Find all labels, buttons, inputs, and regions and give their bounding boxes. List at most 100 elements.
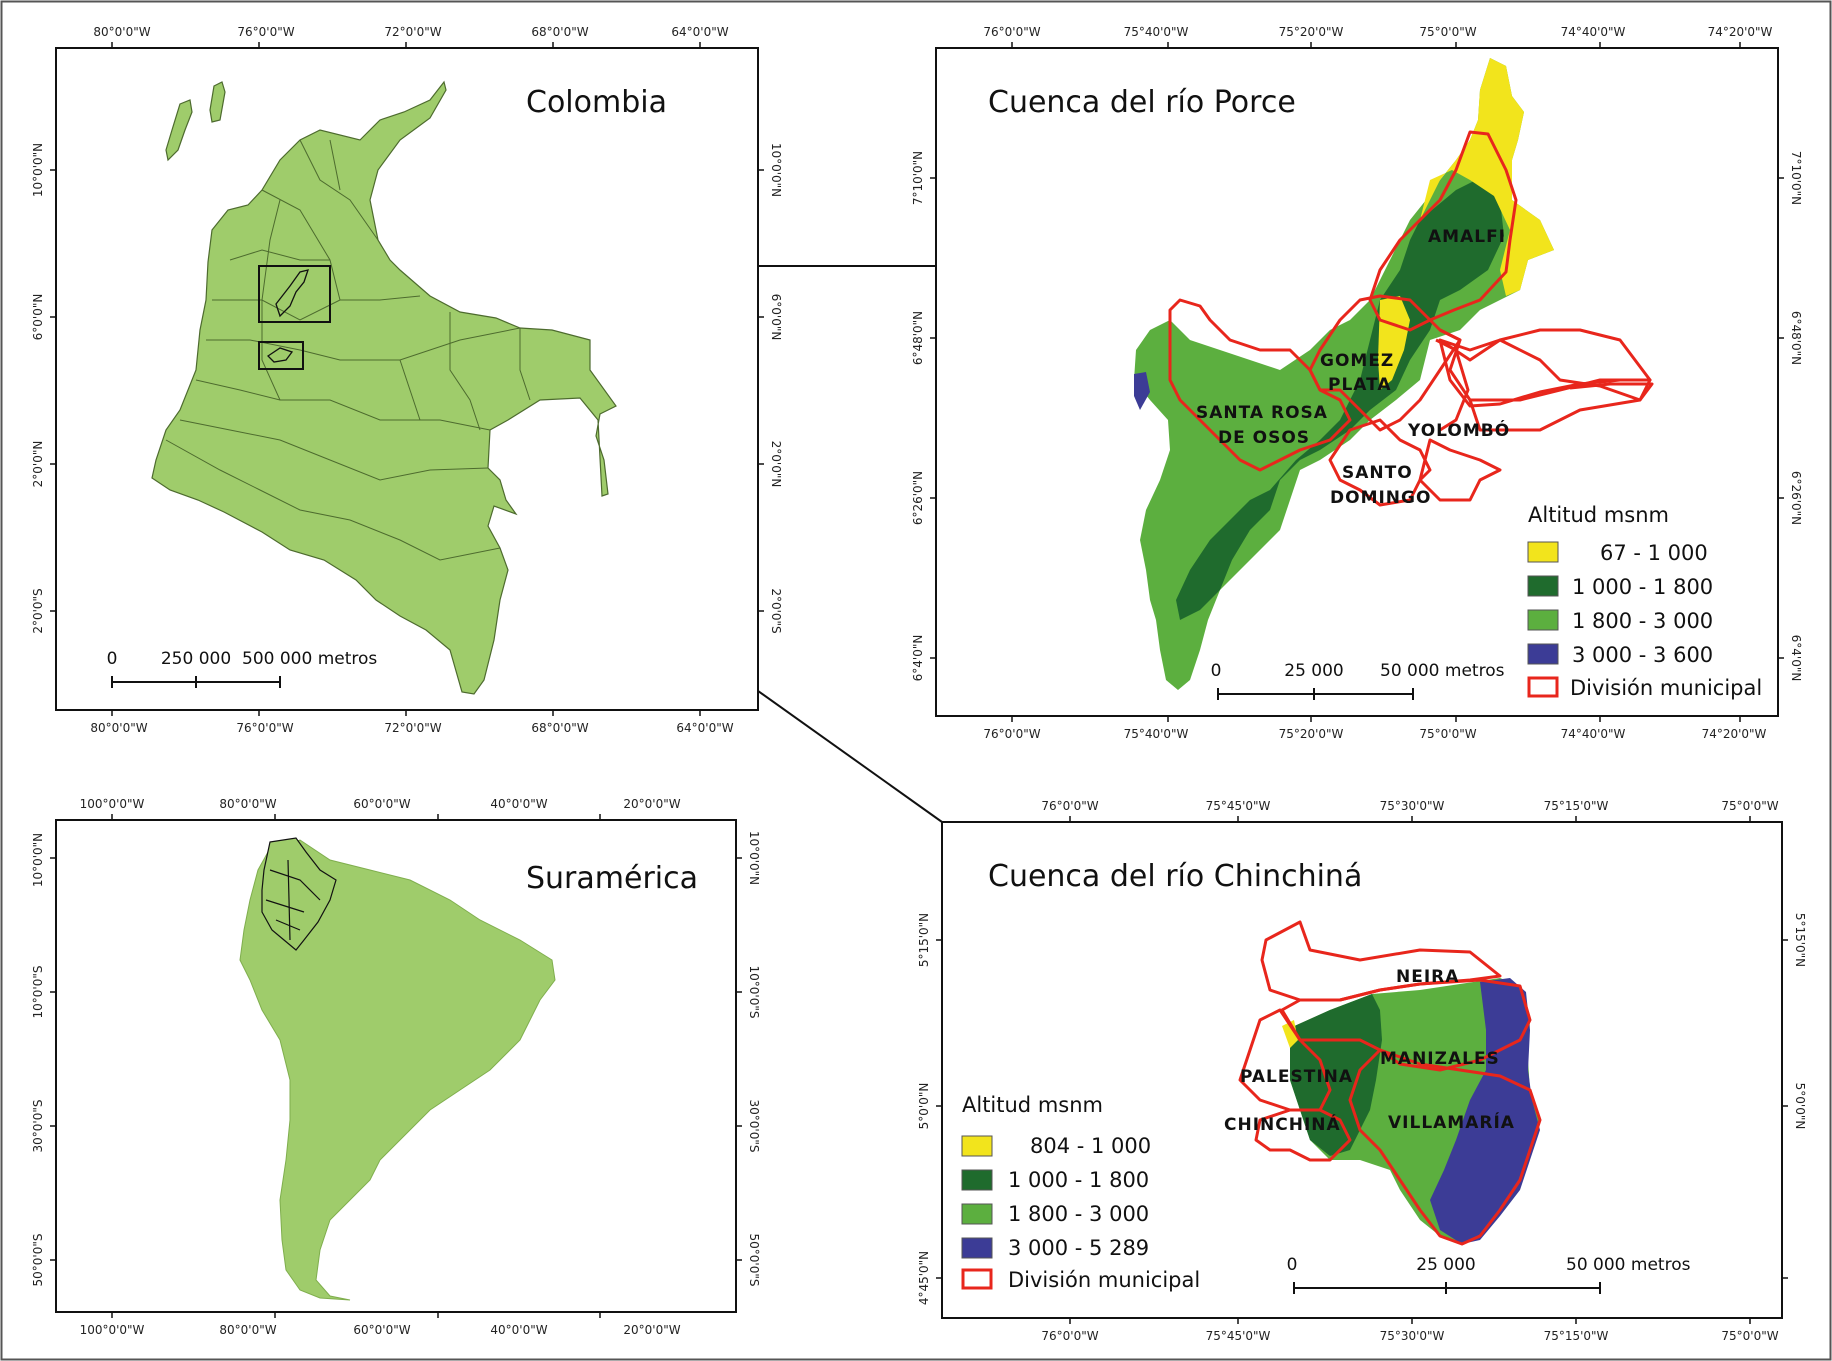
- colombia-panel: 80°0'0"W 76°0'0"W 72°0'0"W 68°0'0"W 64°0…: [31, 25, 783, 735]
- colombia-top-tick: 68°0'0"W: [531, 25, 588, 39]
- suramerica-right-tick: 10°0'0"N: [747, 831, 761, 885]
- colombia-left-tick: 10°0'0"N: [31, 143, 45, 197]
- chinchina-zone-804-1000: [1282, 1020, 1298, 1048]
- legend-label: 3 000 - 3 600: [1572, 643, 1713, 667]
- suramerica-left-tick: 10°0'0"S: [31, 966, 45, 1019]
- colombia-right-tick: 6°0'0"N: [769, 294, 783, 341]
- porce-legend: Altitud msnm 67 - 1 000 1 000 - 1 800 1 …: [1527, 503, 1762, 700]
- chinchina-left-tick: 4°45'0"N: [917, 1251, 931, 1305]
- suramerica-bottom-tick: 40°0'0"W: [490, 1323, 547, 1337]
- colombia-right-tick: 2°0'0"N: [769, 441, 783, 488]
- suramerica-right-tick: 50°0'0"S: [747, 1234, 761, 1287]
- chinchina-right-tick: 5°0'0"N: [1793, 1083, 1807, 1130]
- porce-zone-1000-1800: [1176, 178, 1504, 620]
- suramerica-bottom-tick: 80°0'0"W: [219, 1323, 276, 1337]
- colombia-scale-bar: 0 250 000 500 000 metros: [107, 649, 377, 688]
- chinchina-top-tick: 76°0'0"W: [1041, 799, 1098, 813]
- porce-muni-label: DOMINGO: [1330, 488, 1431, 508]
- chinchina-bottom-tick: 76°0'0"W: [1041, 1329, 1098, 1343]
- chinchina-bottom-tick: 75°15'0"W: [1544, 1329, 1609, 1343]
- porce-legend-title: Altitud msnm: [1528, 503, 1669, 527]
- colombia-bottom-tick: 72°0'0"W: [384, 721, 441, 735]
- porce-muni-label: DE OSOS: [1218, 428, 1310, 448]
- suramerica-left-tick: 30°0'0"S: [31, 1100, 45, 1153]
- legend-label: 1 800 - 3 000: [1572, 609, 1713, 633]
- porce-top-tick: 75°0'0"W: [1419, 25, 1476, 39]
- porce-zone-3000-3600: [1134, 372, 1150, 410]
- chinchina-right-tick: 5°15'0"N: [1793, 913, 1807, 967]
- chinchina-left-tick: 5°0'0"N: [917, 1083, 931, 1130]
- legend-label: 1 000 - 1 800: [1008, 1168, 1149, 1192]
- legend-swatch: [1527, 609, 1559, 631]
- suramerica-top-tick: 80°0'0"W: [219, 797, 276, 811]
- chinchina-muni-label: NEIRA: [1396, 967, 1459, 987]
- scale-label: 0: [1287, 1255, 1298, 1275]
- legend-swatch: [1527, 575, 1559, 597]
- chinchina-bottom-tick: 75°0'0"W: [1721, 1329, 1778, 1343]
- porce-bottom-tick: 75°0'0"W: [1419, 727, 1476, 741]
- porce-muni-label: GOMEZ: [1320, 351, 1394, 371]
- colombia-bottom-tick: 76°0'0"W: [236, 721, 293, 735]
- porce-right-tick: 6°48'0"N: [1789, 311, 1803, 365]
- chinchina-panel: 76°0'0"W 75°45'0"W 75°30'0"W 75°15'0"W 7…: [917, 799, 1807, 1343]
- suramerica-left-tick: 10°0'0"N: [31, 833, 45, 887]
- colombia-land: [151, 80, 617, 695]
- suramerica-top-tick: 40°0'0"W: [490, 797, 547, 811]
- chinchina-title: Cuenca del río Chinchiná: [988, 859, 1362, 894]
- legend-label: 804 - 1 000: [1030, 1134, 1151, 1158]
- scale-label: 500 000 metros: [242, 649, 377, 669]
- suramerica-top-tick: 100°0'0"W: [80, 797, 145, 811]
- colombia-top-tick: 80°0'0"W: [93, 25, 150, 39]
- scale-label: 250 000: [161, 649, 231, 669]
- porce-left-tick: 6°48'0"N: [911, 311, 925, 365]
- providencia-island: [209, 81, 226, 123]
- porce-yolombo-boundary: [1438, 328, 1652, 408]
- legend-swatch: [1527, 676, 1559, 698]
- porce-locator-box: [258, 265, 331, 323]
- suramerica-bottom-tick: 100°0'0"W: [80, 1323, 145, 1337]
- colombia-top-tick: 76°0'0"W: [237, 25, 294, 39]
- colombia-left-tick: 2°0'0"S: [31, 588, 45, 633]
- scale-label: 0: [1211, 661, 1222, 681]
- chinchina-bottom-tick: 75°45'0"W: [1206, 1329, 1271, 1343]
- porce-zone-67-1000: [1420, 58, 1554, 296]
- chinchina-municipal-boundaries: [1238, 920, 1542, 1246]
- legend-label: División municipal: [1570, 676, 1762, 700]
- chinchina-top-tick: 75°45'0"W: [1206, 799, 1271, 813]
- porce-right-tick: 6°4'0"N: [1789, 635, 1803, 682]
- colombia-top-tick: 64°0'0"W: [671, 25, 728, 39]
- colombia-title: Colombia: [526, 85, 667, 120]
- legend-label: 1 800 - 3 000: [1008, 1202, 1149, 1226]
- porce-muni-label: YOLOMBÓ: [1407, 419, 1510, 441]
- suramerica-panel: 100°0'0"W 80°0'0"W 60°0'0"W 40°0'0"W 20°…: [31, 797, 761, 1337]
- colombia-bottom-tick: 68°0'0"W: [531, 721, 588, 735]
- porce-right-tick: 6°26'0"N: [1789, 471, 1803, 525]
- chinchina-top-tick: 75°0'0"W: [1721, 799, 1778, 813]
- san-andres-island: [165, 99, 193, 162]
- legend-swatch: [1527, 643, 1559, 665]
- porce-scale-bar: 0 25 000 50 000 metros: [1211, 661, 1505, 700]
- legend-swatch: [961, 1268, 993, 1290]
- colombia-bottom-tick: 80°0'0"W: [90, 721, 147, 735]
- porce-basin: [1134, 58, 1554, 690]
- porce-top-tick: 75°40'0"W: [1124, 25, 1189, 39]
- suramerica-bottom-tick: 60°0'0"W: [353, 1323, 410, 1337]
- porce-muni-label: AMALFI: [1428, 227, 1506, 247]
- porce-muni-label: SANTO: [1342, 463, 1413, 483]
- porce-left-tick: 6°26'0"N: [911, 471, 925, 525]
- chinchina-scale-bar: 0 25 000 50 000 metros: [1287, 1255, 1691, 1294]
- colombia-bottom-tick: 64°0'0"W: [676, 721, 733, 735]
- suramerica-left-tick: 50°0'0"S: [31, 1234, 45, 1287]
- chinchina-bottom-tick: 75°30'0"W: [1380, 1329, 1445, 1343]
- legend-label: División municipal: [1008, 1268, 1200, 1292]
- porce-panel: 76°0'0"W 75°40'0"W 75°20'0"W 75°0'0"W 74…: [911, 25, 1803, 741]
- porce-left-tick: 6°4'0"N: [911, 635, 925, 682]
- chinchina-locator-box: [258, 341, 304, 370]
- suramerica-top-tick: 20°0'0"W: [623, 797, 680, 811]
- colombia-right-tick: 2°0'0"S: [769, 588, 783, 633]
- legend-swatch: [961, 1203, 993, 1225]
- suramerica-colombia-outline: [261, 837, 337, 951]
- scale-label: 50 000 metros: [1380, 661, 1505, 681]
